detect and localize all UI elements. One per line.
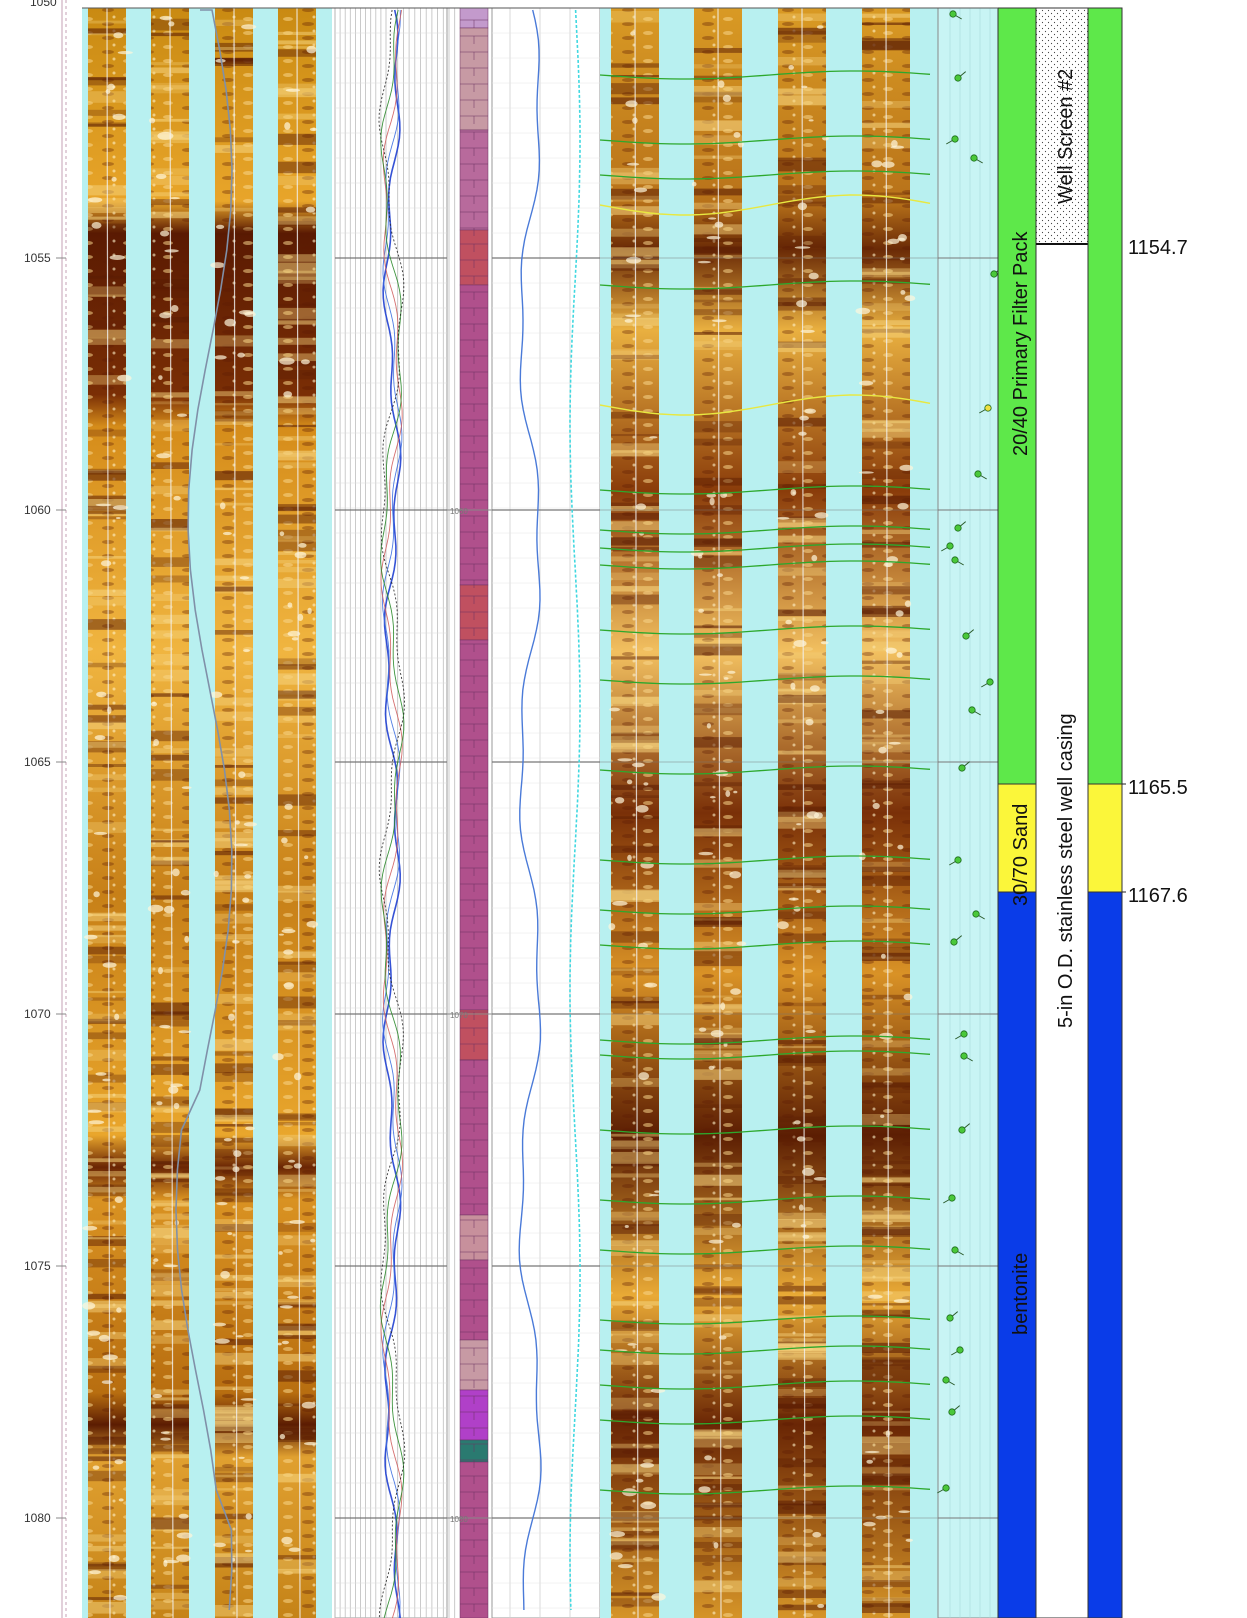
velocity-log-track — [492, 8, 600, 1618]
depth-label: 1080 — [24, 1511, 51, 1525]
depth-label-top: 1050 — [30, 0, 57, 9]
well-casing-column: Well Screen #2 5-in O.D. stainless steel… — [1036, 8, 1088, 1618]
image-track-right — [600, 8, 938, 1618]
casing-label: 5-in O.D. stainless steel well casing — [1055, 713, 1077, 1028]
depth-label: 1060 — [24, 503, 51, 517]
zone-label-filter-pack: 20/40 Primary Filter Pack — [1010, 230, 1032, 456]
lithology-depth-label: 1070 — [450, 1011, 468, 1020]
depth-label: 1075 — [24, 1259, 51, 1273]
annulus-fill-column: 20/40 Primary Filter Pack 30/70 Sand ben… — [998, 8, 1036, 1618]
depth-marker-2: 1165.5 — [1128, 777, 1188, 799]
lithology-column: 1060 1070 1080 — [447, 8, 492, 1618]
lithology-depth-label: 1060 — [450, 507, 468, 516]
depth-label: 1070 — [24, 1007, 51, 1021]
depth-axis: 1050 1055 1060 1065 1070 1075 1080 — [24, 0, 66, 1618]
curve-log-track — [335, 8, 455, 1618]
depth-marker-3: 1167.6 — [1128, 885, 1188, 907]
image-track-left — [82, 8, 332, 1618]
depth-label: 1065 — [24, 755, 51, 769]
depth-marker-1: 1154.7 — [1128, 237, 1188, 259]
zone-label-bentonite: bentonite — [1010, 1253, 1032, 1335]
lithology-depth-label: 1080 — [450, 1515, 468, 1524]
zone-label-sand: 30/70 Sand — [1010, 804, 1032, 906]
annulus-summary-column: 1154.7 1165.5 1167.6 — [1088, 8, 1188, 1618]
depth-label: 1055 — [24, 251, 51, 265]
well-screen-label: Well Screen #2 — [1055, 69, 1077, 204]
dip-tadpole-track — [937, 8, 1001, 1618]
